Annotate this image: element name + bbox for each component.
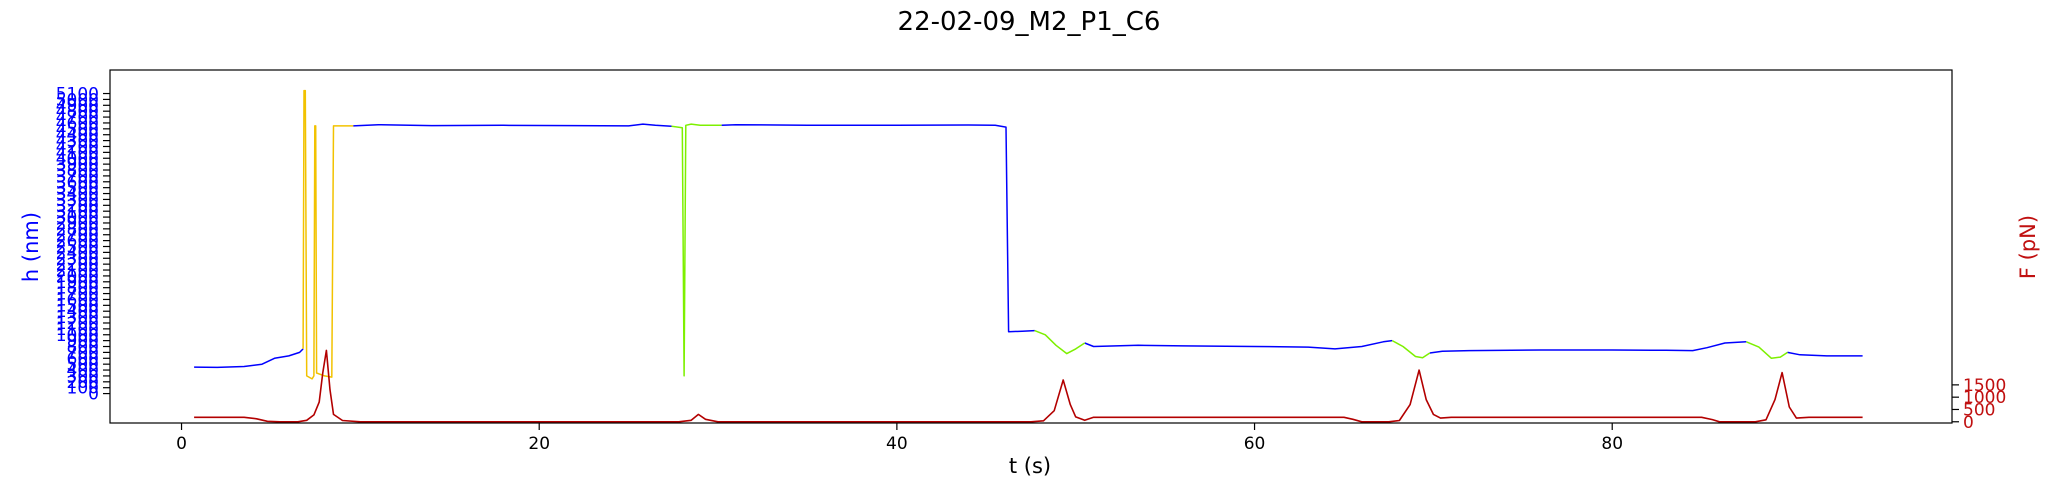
left-tick-label: 1500	[56, 296, 99, 316]
right-tick-label: 1500	[1963, 376, 2006, 396]
left-tick-label: 2700	[56, 226, 99, 246]
left-tick-label: 1900	[56, 273, 99, 293]
left-tick-label: 1000	[56, 326, 99, 346]
force-line-segment-0	[194, 349, 1863, 423]
x-axis-label: t (s)	[1009, 454, 1051, 478]
left-tick-label: 1100	[56, 320, 99, 340]
left-tick-label: 4800	[56, 102, 99, 122]
x-tick-label: 40	[886, 434, 908, 454]
x-tick-label: 0	[176, 434, 187, 454]
series-layer	[194, 89, 1863, 423]
left-tick-label: 4600	[56, 114, 99, 134]
left-tick-label: 4200	[56, 137, 99, 157]
left-tick-label: 1700	[56, 285, 99, 305]
left-tick-label: 4700	[56, 108, 99, 128]
x-tick-label: 80	[1601, 434, 1623, 454]
left-tick-label: 5100	[56, 85, 99, 105]
h_main-line-segment-4	[1429, 341, 1747, 354]
left-tick-label: 2200	[56, 255, 99, 275]
right-tick-label: 0	[1963, 413, 1974, 433]
left-tick-label: 900	[67, 332, 99, 352]
left-tick-label: 5000	[56, 90, 99, 110]
axes-layer: 0 20 40 60 800100200300400500600700800900100…	[56, 69, 2006, 454]
left-tick-label: 100	[67, 379, 99, 399]
left-tick-label: 800	[67, 338, 99, 358]
left-tick-label: 3900	[56, 155, 99, 175]
left-tick-label: 4900	[56, 96, 99, 116]
left-tick-label: 2900	[56, 214, 99, 234]
right-tick-label: 1000	[1963, 388, 2006, 408]
right-tick-label: 500	[1963, 400, 1995, 420]
left-tick-label: 2800	[56, 220, 99, 240]
left-tick-label: 2400	[56, 243, 99, 263]
h_yellow-line-segment-0	[302, 89, 354, 380]
left-tick-label: 3800	[56, 161, 99, 181]
left-tick-label: 3400	[56, 185, 99, 205]
left-tick-label: 3200	[56, 196, 99, 216]
left-tick-label: 1800	[56, 279, 99, 299]
left-tick-label: 3100	[56, 202, 99, 222]
h_green-line-segment-3	[1746, 341, 1788, 360]
left-tick-label: 1200	[56, 314, 99, 334]
left-tick-label: 4100	[56, 143, 99, 163]
h_green-line-segment-0	[671, 123, 722, 377]
left-tick-label: 2600	[56, 232, 99, 252]
left-tick-label: 1400	[56, 302, 99, 322]
left-tick-label: 3000	[56, 208, 99, 228]
h_main-line-segment-3	[1084, 339, 1393, 350]
left-y-axis-label: h (nm)	[19, 212, 43, 282]
left-tick-label: 4400	[56, 126, 99, 146]
left-tick-label: 0	[88, 385, 99, 405]
h_green-line-segment-2	[1391, 339, 1431, 359]
left-tick-label: 3700	[56, 167, 99, 187]
left-tick-label: 3300	[56, 190, 99, 210]
left-tick-label: 3600	[56, 173, 99, 193]
left-tick-label: 4500	[56, 120, 99, 140]
left-tick-label: 1300	[56, 308, 99, 328]
left-tick-label: 4000	[56, 149, 99, 169]
left-tick-label: 200	[67, 373, 99, 393]
left-tick-label: 2000	[56, 267, 99, 287]
left-tick-label: 1600	[56, 290, 99, 310]
left-tick-label: 400	[67, 361, 99, 381]
x-tick-label: 60	[1244, 434, 1266, 454]
h_main-line-segment-1	[353, 123, 672, 127]
plot-frame	[109, 69, 1953, 424]
left-tick-label: 600	[67, 349, 99, 369]
left-tick-label: 700	[67, 343, 99, 363]
left-tick-label: 3500	[56, 179, 99, 199]
left-tick-label: 2100	[56, 261, 99, 281]
left-tick-label: 2500	[56, 238, 99, 258]
h_green-line-segment-1	[1034, 329, 1086, 355]
h_main-line-segment-5	[1787, 351, 1863, 357]
h_main-line-segment-2	[721, 123, 1035, 333]
h_main-line-segment-0	[194, 348, 304, 369]
right-y-axis-label: F (pN)	[2016, 215, 2040, 279]
left-tick-label: 4300	[56, 132, 99, 152]
left-tick-label: 300	[67, 367, 99, 387]
left-tick-label: 500	[67, 355, 99, 375]
x-tick-label: 20	[528, 434, 550, 454]
series-lines	[194, 89, 1863, 423]
left-tick-label: 2300	[56, 249, 99, 269]
chart-title: 22-02-09_M2_P1_C6	[898, 7, 1161, 37]
